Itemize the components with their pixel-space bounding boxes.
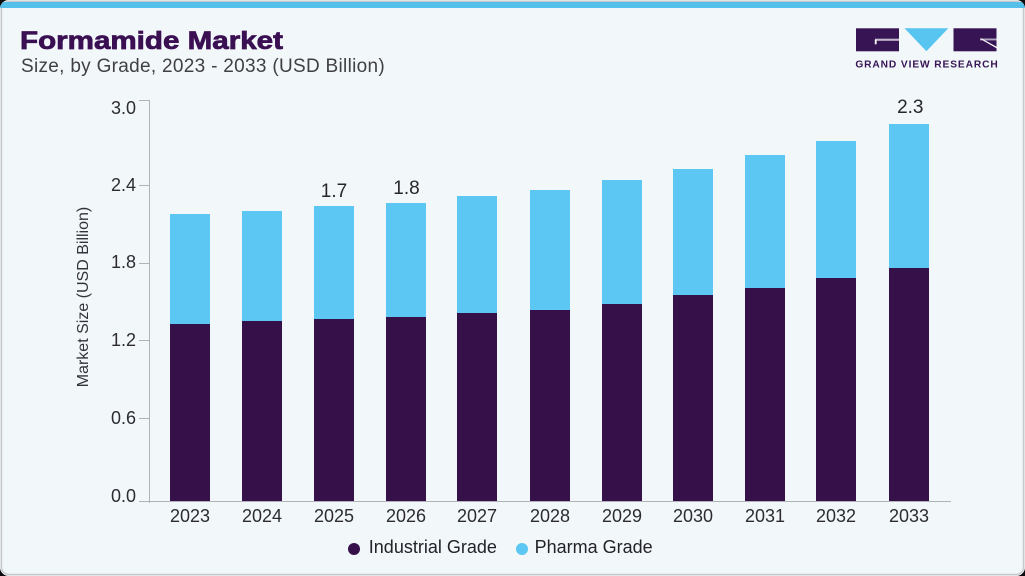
svg-text:GRAND VIEW RESEARCH: GRAND VIEW RESEARCH	[855, 60, 998, 71]
